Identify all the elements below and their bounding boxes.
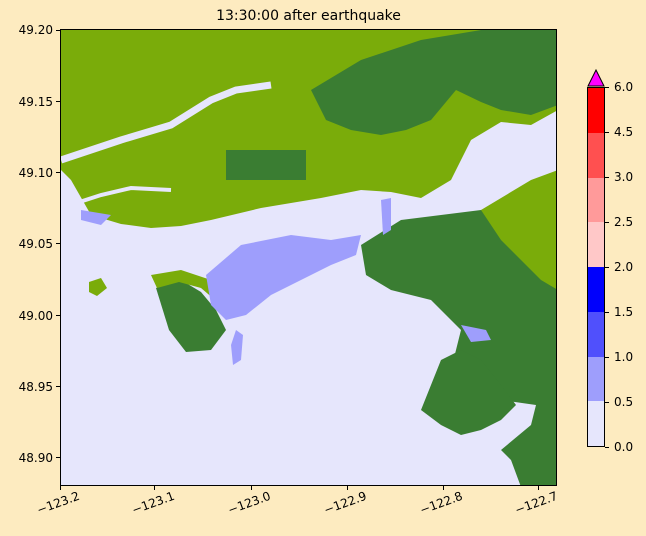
y-tick-mark xyxy=(56,30,60,31)
highland-north-east xyxy=(311,30,556,135)
highland-block xyxy=(226,150,306,180)
y-tick-label: 49.00 xyxy=(18,309,53,323)
y-tick-mark xyxy=(56,172,60,173)
colorbar-tick-label: 2.0 xyxy=(614,260,634,274)
colorbar-segment xyxy=(588,132,604,178)
x-tick-mark xyxy=(538,486,539,490)
y-tick-label: 49.05 xyxy=(18,237,53,251)
colorbar-tick-mark xyxy=(605,87,609,88)
colorbar-extend-triangle xyxy=(587,69,605,87)
x-tick-mark xyxy=(60,486,61,490)
y-tick-label: 49.10 xyxy=(18,166,53,180)
x-tick-mark xyxy=(154,486,155,490)
colorbar-segment xyxy=(588,88,604,133)
colorbar-segment xyxy=(588,311,604,357)
y-tick-mark xyxy=(56,101,60,102)
map-title: 13:30:00 after earthquake xyxy=(216,8,401,24)
river-branch xyxy=(61,185,172,210)
colorbar-tick-mark xyxy=(605,402,609,403)
colorbar-tick-mark xyxy=(605,447,609,448)
colorbar-tick-label: 1.0 xyxy=(614,350,634,364)
colorbar-tick-label: 3.0 xyxy=(614,170,634,184)
x-tick-mark xyxy=(251,486,252,490)
colorbar-tick-label: 4.5 xyxy=(614,125,634,139)
x-tick-label: −122.9 xyxy=(321,488,369,518)
y-tick-label: 49.15 xyxy=(18,95,53,109)
x-tick-mark xyxy=(347,486,348,490)
colorbar-segment xyxy=(588,222,604,267)
x-tick-label: −123.2 xyxy=(34,488,82,518)
highland-east xyxy=(361,195,556,485)
colorbar-extend-arrow xyxy=(587,69,605,87)
colorbar-tick-mark xyxy=(605,312,609,313)
inundation-map xyxy=(60,29,557,486)
y-tick-mark xyxy=(56,243,60,244)
flood-zone-east-channel xyxy=(381,198,391,235)
lowland-east xyxy=(481,170,556,289)
colorbar xyxy=(587,87,605,447)
colorbar-tick-label: 0.0 xyxy=(614,440,634,454)
peninsula-south xyxy=(421,350,516,435)
x-tick-mark xyxy=(443,486,444,490)
flood-zone-delta xyxy=(206,235,361,320)
flood-zone-bay xyxy=(231,330,243,365)
flood-zone-west xyxy=(81,210,111,225)
flood-zone-boundary-bay xyxy=(461,325,491,342)
colorbar-tick-mark xyxy=(605,267,609,268)
peninsula-west xyxy=(156,280,226,352)
colorbar-tick-label: 1.5 xyxy=(614,305,634,319)
y-tick-mark xyxy=(56,457,60,458)
colorbar-tick-mark xyxy=(605,222,609,223)
x-tick-label: −122.8 xyxy=(417,488,465,518)
x-tick-label: −122.7 xyxy=(512,488,560,518)
colorbar-tick-mark xyxy=(605,132,609,133)
fraser-river xyxy=(61,81,272,164)
colorbar-tick-mark xyxy=(605,177,609,178)
x-tick-label: −123.1 xyxy=(129,488,177,518)
colorbar-segment xyxy=(588,401,604,446)
y-tick-mark xyxy=(56,386,60,387)
inundation-map-svg xyxy=(61,30,556,485)
colorbar-segment xyxy=(588,267,604,312)
colorbar-tick-label: 0.5 xyxy=(614,395,634,409)
colorbar-segment xyxy=(588,177,604,223)
colorbar-tick-label: 6.0 xyxy=(614,80,634,94)
lowland-west-edge xyxy=(151,270,221,305)
y-tick-mark xyxy=(56,315,60,316)
y-tick-label: 48.95 xyxy=(18,380,53,394)
colorbar-tick-mark xyxy=(605,357,609,358)
colorbar-tick-label: 2.5 xyxy=(614,215,634,229)
x-tick-label: −123.0 xyxy=(225,488,273,518)
colorbar-segment xyxy=(588,356,604,402)
y-tick-label: 49.20 xyxy=(18,23,53,37)
y-tick-label: 48.90 xyxy=(18,451,53,465)
lowland-island xyxy=(89,278,107,296)
